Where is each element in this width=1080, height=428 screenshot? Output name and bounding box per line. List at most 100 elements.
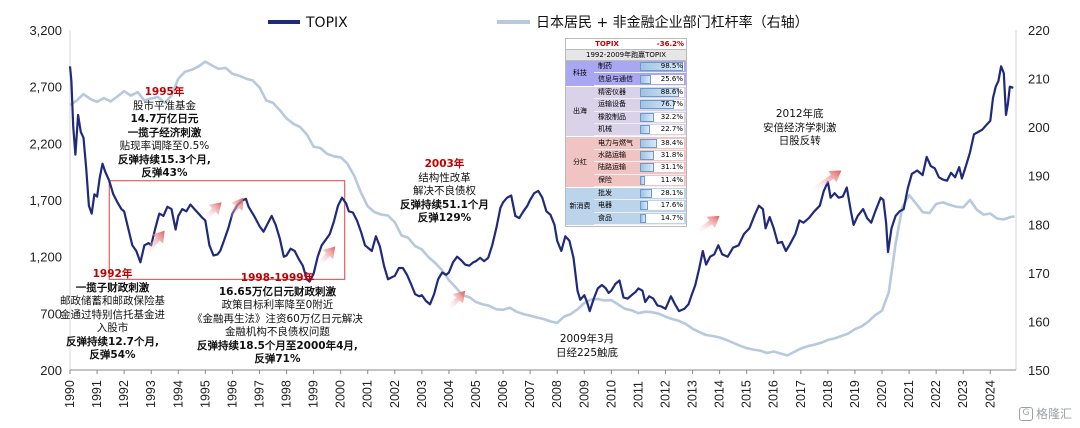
- rally-arrow-icon: [696, 215, 720, 234]
- sector-outperformance-table: TOPIX -36.2% 1992-2009年跑赢TOPIX 科技 制药 98.5%…: [565, 38, 687, 228]
- left-tick-label: 2,200: [29, 136, 62, 151]
- x-tick-label: 2003: [415, 380, 429, 408]
- annotation-line: 解决不良债权: [412, 185, 476, 197]
- annotation-6: 2012年底 安倍经济学刺激 日股反转: [763, 108, 837, 149]
- annotation-1: 1995年 股市平准基金 14.7万亿日元 一揽子经济刺激 贴现率调降至0.5% 反弹持续…: [118, 86, 211, 181]
- left-tick-label: 200: [40, 363, 62, 378]
- x-tick-label: 2011: [631, 381, 645, 408]
- right-tick-label: 200: [1028, 120, 1050, 135]
- inset-row-bar: [640, 189, 653, 199]
- x-tick-label: 2000: [334, 380, 348, 408]
- inset-row: 橡胶制品 32.2%: [594, 112, 686, 124]
- annotation-line: 反弹持续18.5个月至2000年4月,: [196, 339, 358, 352]
- annotation-line: 反弹持续12.7个月,: [66, 335, 159, 348]
- annotation-2: 1992年 一揽子财政刺激 邮政储蓄和邮政保险基 金通过特别信托基金进 入股市 反弹持续1…: [60, 268, 165, 363]
- inset-row-bar: [640, 163, 654, 173]
- inset-group: 出海 精密仪器 88.6% 运输设备 76.7% 橡胶制品 32.2% 机械 22.7%: [566, 86, 686, 138]
- x-tick-label: 2008: [550, 380, 564, 408]
- annotation-4: 2003年 结构性改革 解决不良债权 反弹持续51.1个月 反弹129%: [400, 158, 489, 226]
- annotation-year: 2009年3月: [559, 333, 615, 345]
- x-tick-label: 2007: [523, 380, 537, 408]
- inset-row-name: 橡胶制品: [598, 112, 626, 121]
- arrow-layer: [143, 170, 842, 311]
- x-tick-label: 2001: [361, 380, 375, 408]
- legend: TOPIX 日本居民 + 非金融企业部门杠杆率（右轴）: [268, 14, 809, 31]
- annotation-line: 反弹43%: [141, 167, 188, 179]
- inset-row-name: 电器: [598, 201, 612, 210]
- inset-row-bar: [640, 62, 684, 72]
- inset-row-value: 98.5%: [660, 62, 683, 71]
- x-tick-label: 2006: [496, 380, 510, 408]
- annotation-year: 1995年: [144, 86, 185, 98]
- inset-row-value: 32.2%: [660, 112, 683, 121]
- series-layer: [68, 60, 1015, 357]
- right-tick-label: 220: [1028, 23, 1050, 38]
- annotation-line: 14.7万亿日元: [130, 113, 199, 125]
- watermark: G 格隆汇: [1018, 405, 1072, 422]
- x-tick-label: 1990: [63, 380, 77, 408]
- inset-row-name: 信息与通信: [598, 74, 633, 83]
- inset-row-bar: [640, 100, 674, 110]
- x-axis-ticks: 1990 1991 1992 1993 1994 1995 1996 1997 1998 1999…: [63, 370, 997, 408]
- inset-row-bar: [640, 201, 648, 211]
- left-axis-ticks: 3,200 2,700 2,200 1,700 1,200 700 200: [29, 23, 62, 378]
- inset-row: 机械 22.7%: [594, 124, 686, 137]
- annotation-line: 反弹71%: [254, 353, 301, 365]
- inset-group-name: 出海: [566, 86, 594, 137]
- inset-row-bar: [640, 87, 679, 97]
- inset-row: 运输设备 76.7%: [594, 99, 686, 112]
- inset-row-value: 22.7%: [660, 125, 683, 134]
- right-tick-label: 210: [1028, 72, 1050, 87]
- inset-row-name: 批发: [598, 189, 612, 198]
- annotation-year: 2003年: [424, 158, 465, 170]
- annotation-line: 一揽子财政刺激: [75, 281, 150, 294]
- x-tick-label: 2005: [469, 380, 483, 408]
- x-tick-label: 2017: [794, 380, 808, 408]
- x-tick-label: 1996: [225, 380, 239, 408]
- inset-row-value: 14.7%: [660, 213, 683, 222]
- inset-row-value: 88.6%: [660, 87, 683, 96]
- inset-row-value: 31.1%: [660, 163, 683, 172]
- x-tick-label: 1994: [171, 380, 185, 408]
- x-tick-label: 1993: [144, 380, 158, 408]
- inset-subtitle: 1992-2009年跑赢TOPIX: [566, 49, 686, 61]
- annotation-line: 反弹持续15.3个月,: [118, 153, 211, 166]
- inset-row-bar: [640, 138, 657, 148]
- gelonghui-logo-icon: G: [1018, 406, 1033, 421]
- inset-row-bar: [640, 175, 646, 185]
- inset-row: 食品 14.7%: [594, 213, 686, 226]
- annotation-line: 反弹持续51.1个月: [400, 198, 489, 211]
- legend-label-leverage: 日本居民 + 非金融企业部门杠杆率（右轴）: [536, 14, 809, 31]
- inset-row: 信息与通信 25.6%: [594, 73, 686, 86]
- annotation-line: 邮政储蓄和邮政保险基: [60, 295, 165, 307]
- rally-arrow-icon: [203, 202, 222, 220]
- inset-group: 科技 制药 98.5% 信息与通信 25.6%: [566, 61, 686, 87]
- watermark-text: 格隆汇: [1035, 407, 1072, 421]
- plot-frame: [69, 30, 1017, 371]
- legend-label-topix: TOPIX: [305, 15, 348, 31]
- inset-row-bar: [640, 125, 650, 135]
- x-tick-label: 2018: [821, 380, 835, 408]
- x-tick-label: 2019: [848, 380, 862, 408]
- x-tick-label: 2014: [713, 380, 727, 408]
- x-tick-label: 1995: [198, 380, 212, 408]
- inset-group: 新消费 批发 28.1% 电器 17.6% 食品 14.7%: [566, 187, 686, 227]
- right-tick-label: 170: [1028, 266, 1050, 281]
- x-tick-label: 2010: [604, 380, 618, 408]
- inset-group-name: 科技: [566, 61, 594, 86]
- x-tick-label: 1991: [90, 380, 104, 408]
- inset-row: 批发 28.1%: [594, 188, 686, 201]
- rally-arrow-icon: [143, 230, 165, 255]
- annotation-year: 2012年底: [775, 108, 824, 120]
- x-tick-label: 2013: [686, 380, 700, 408]
- right-tick-label: 150: [1028, 363, 1050, 378]
- annotation-5: 2009年3月 日经225触底: [556, 333, 618, 360]
- series-line-topix: [68, 65, 1014, 313]
- inset-row-value: 17.6%: [660, 201, 683, 210]
- annotation-line: 金通过特别信托基金进: [60, 308, 165, 321]
- inset-row-name: 陆路运输: [598, 163, 626, 172]
- rally-arrow-icon: [810, 170, 842, 193]
- inset-row: 精密仪器 88.6%: [594, 87, 686, 100]
- annotation-line: 日股反转: [778, 135, 821, 147]
